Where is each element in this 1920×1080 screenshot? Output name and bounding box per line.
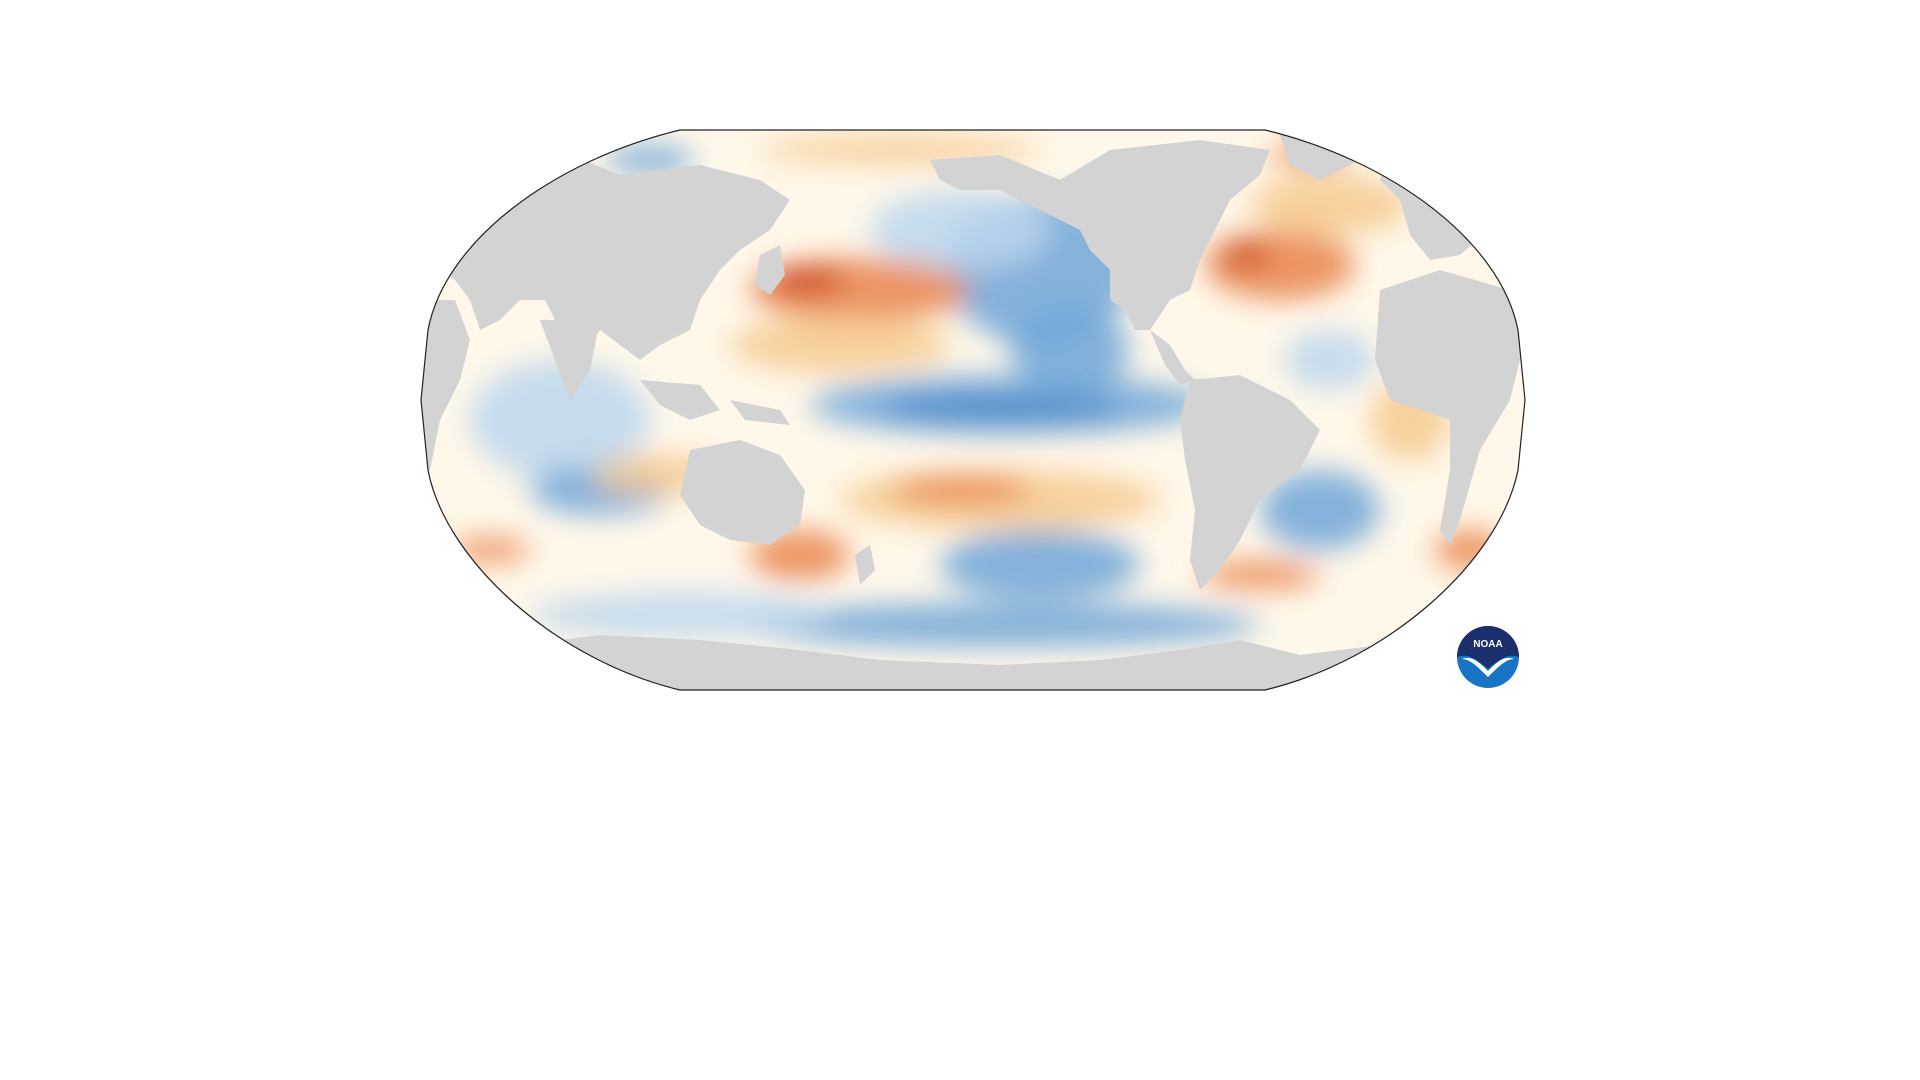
north-america-landmass [930, 140, 1270, 330]
new-guinea-landmass [730, 400, 790, 425]
anomaly-patch [1260, 470, 1380, 550]
maritime-asia-landmass [640, 380, 720, 420]
anomaly-patch [730, 317, 950, 373]
central-america-landmass [1150, 330, 1195, 385]
japan-landmass [755, 245, 785, 295]
noaa-logo: NOAA [1457, 626, 1519, 688]
anomaly-patch [1200, 561, 1320, 589]
africa-west-landmass [1375, 270, 1525, 545]
anomaly-field [450, 136, 1505, 647]
anomaly-patch [870, 190, 1050, 270]
antarctica-landmass [421, 635, 1525, 690]
ocean-layer [421, 130, 1525, 690]
new-zealand-landmass [855, 545, 875, 585]
anomaly-patch [1250, 175, 1410, 235]
globe-outline [420, 129, 1526, 691]
anomaly-patch [1010, 310, 1130, 390]
anomaly-patch [1220, 243, 1270, 267]
south-america-landmass [1180, 375, 1320, 590]
anomaly-patch [470, 360, 650, 480]
australia-landmass [680, 440, 805, 545]
anomaly-patch [1285, 330, 1375, 390]
india-landmass [540, 320, 600, 400]
anomaly-patch [760, 136, 1040, 164]
anomaly-patch [1205, 230, 1355, 300]
anomaly-patch [450, 538, 530, 562]
anomaly-patch [750, 530, 850, 580]
africa-landmass [421, 300, 470, 480]
anomaly-patch [880, 398, 1120, 418]
anomaly-patch [940, 530, 1140, 600]
anomaly-patch [605, 146, 695, 174]
anomaly-patch [530, 593, 830, 637]
anomaly-patch [890, 476, 1030, 504]
svg-text:NOAA: NOAA [1473, 639, 1502, 650]
anomaly-patch [765, 266, 845, 294]
anomaly-patch [740, 603, 1260, 647]
